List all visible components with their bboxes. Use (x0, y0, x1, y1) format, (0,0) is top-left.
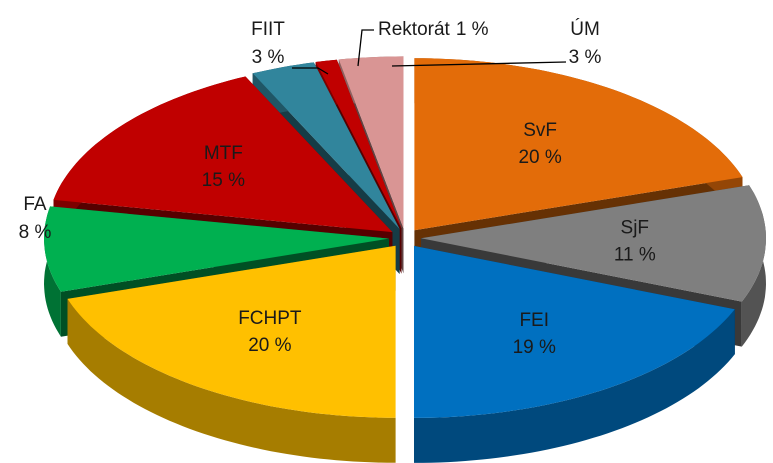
slice-label: MTF (204, 143, 243, 164)
slice-value-label: 11 % (614, 245, 656, 266)
slice-value-label: 1 % (456, 19, 489, 40)
leader-line (292, 67, 329, 75)
slice-value-label: 20 % (518, 147, 561, 168)
slice (67, 245, 396, 418)
slice (338, 56, 404, 229)
slice-label: Rektorát (378, 19, 451, 40)
slice-value-label: 19 % (513, 337, 556, 358)
slice-label: SjF (621, 218, 650, 239)
slice-label: ÚM (570, 18, 600, 40)
slice (252, 62, 400, 230)
slice-value-label: 15 % (202, 170, 245, 191)
slice (53, 76, 393, 233)
slice-label: FCHPT (238, 308, 302, 329)
slice-value-label: 20 % (248, 335, 291, 356)
slice (44, 206, 389, 292)
slice (414, 58, 743, 231)
slice-side (67, 298, 396, 463)
slice-value-label: 8 % (19, 222, 52, 243)
slice-label: FIIT (251, 19, 285, 40)
slice (315, 59, 402, 229)
slice-value-label: 3 % (252, 47, 285, 68)
slice-label: FEI (519, 310, 549, 331)
slice-label: FA (23, 194, 47, 215)
leader-line (391, 61, 567, 67)
slice-label: SvF (523, 120, 557, 141)
slice (421, 185, 766, 302)
slice-side (414, 309, 735, 463)
slice (414, 245, 735, 418)
slice-value-label: 3 % (569, 47, 602, 68)
leader-line (357, 29, 374, 67)
